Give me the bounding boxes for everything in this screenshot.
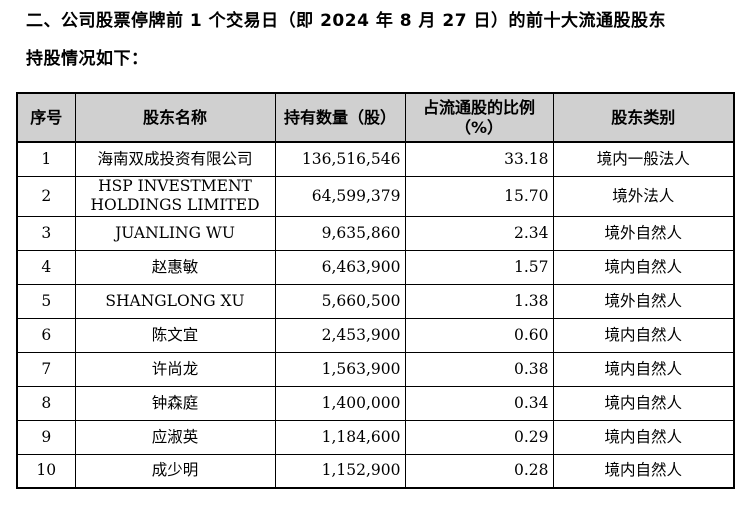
column-header-ratio-line-2: （%） xyxy=(454,117,504,137)
cell-ratio: 0.34 xyxy=(404,385,554,421)
cell-ratio: 2.34 xyxy=(404,215,554,251)
column-header-no: 序号 xyxy=(16,92,76,143)
cell-type: 境外自然人 xyxy=(552,283,735,319)
cell-shares: 2,453,900 xyxy=(274,317,406,353)
cell-shares: 1,563,900 xyxy=(274,351,406,387)
column-header-ratio-line-1: 占流通股的比例 xyxy=(422,97,535,117)
cell-no: 4 xyxy=(16,249,76,285)
cell-name: 赵惠敏 xyxy=(74,249,276,285)
cell-shares: 136,516,546 xyxy=(274,141,406,177)
cell-name: SHANGLONG XU xyxy=(74,283,276,319)
table-row: 10 成少明 1,152,900 0.28 境内自然人 xyxy=(16,453,735,489)
cell-name: 许尚龙 xyxy=(74,351,276,387)
cell-no: 2 xyxy=(16,175,76,217)
cell-ratio: 1.38 xyxy=(404,283,554,319)
cell-no: 6 xyxy=(16,317,76,353)
column-header-shares: 持有数量（股） xyxy=(274,92,406,143)
cell-name-line-1: HSP INVESTMENT xyxy=(98,177,252,195)
cell-name: 海南双成投资有限公司 xyxy=(74,141,276,177)
cell-name: 成少明 xyxy=(74,453,276,489)
cell-name: 陈文宜 xyxy=(74,317,276,353)
cell-ratio: 0.38 xyxy=(404,351,554,387)
cell-type: 境外法人 xyxy=(552,175,735,217)
cell-ratio: 33.18 xyxy=(404,141,554,177)
cell-no: 8 xyxy=(16,385,76,421)
cell-name: 钟森庭 xyxy=(74,385,276,421)
cell-shares: 1,400,000 xyxy=(274,385,406,421)
cell-shares: 1,152,900 xyxy=(274,453,406,489)
table-row: 8 钟森庭 1,400,000 0.34 境内自然人 xyxy=(16,385,735,421)
cell-no: 10 xyxy=(16,453,76,489)
cell-shares: 1,184,600 xyxy=(274,419,406,455)
column-header-type: 股东类别 xyxy=(552,92,735,143)
cell-no: 9 xyxy=(16,419,76,455)
cell-ratio: 0.29 xyxy=(404,419,554,455)
cell-shares: 6,463,900 xyxy=(274,249,406,285)
table-row: 6 陈文宜 2,453,900 0.60 境内自然人 xyxy=(16,317,735,353)
table-row: 3 JUANLING WU 9,635,860 2.34 境外自然人 xyxy=(16,215,735,251)
cell-type: 境外自然人 xyxy=(552,215,735,251)
cell-name: 应淑英 xyxy=(74,419,276,455)
cell-type: 境内自然人 xyxy=(552,249,735,285)
cell-type: 境内自然人 xyxy=(552,351,735,387)
cell-no: 1 xyxy=(16,141,76,177)
cell-type: 境内自然人 xyxy=(552,317,735,353)
cell-type: 境内自然人 xyxy=(552,453,735,489)
table-row: 5 SHANGLONG XU 5,660,500 1.38 境外自然人 xyxy=(16,283,735,319)
table-row: 7 许尚龙 1,563,900 0.38 境内自然人 xyxy=(16,351,735,387)
table-row: 9 应淑英 1,184,600 0.29 境内自然人 xyxy=(16,419,735,455)
cell-shares: 64,599,379 xyxy=(274,175,406,217)
cell-ratio: 0.60 xyxy=(404,317,554,353)
cell-name-line-2: HOLDINGS LIMITED xyxy=(90,196,260,214)
cell-type: 境内自然人 xyxy=(552,419,735,455)
cell-ratio: 15.70 xyxy=(404,175,554,217)
cell-shares: 9,635,860 xyxy=(274,215,406,251)
cell-type: 境内自然人 xyxy=(552,385,735,421)
cell-no: 5 xyxy=(16,283,76,319)
table-row: 4 赵惠敏 6,463,900 1.57 境内自然人 xyxy=(16,249,735,285)
column-header-ratio: 占流通股的比例 （%） xyxy=(404,92,554,143)
cell-no: 3 xyxy=(16,215,76,251)
section-heading-line-1: 二、公司股票停牌前 1 个交易日（即 2024 年 8 月 27 日）的前十大流… xyxy=(26,11,666,31)
cell-shares: 5,660,500 xyxy=(274,283,406,319)
table-header-row: 序号 股东名称 持有数量（股） 占流通股的比例 （%） 股东类别 xyxy=(16,92,735,143)
cell-no: 7 xyxy=(16,351,76,387)
table-row: 1 海南双成投资有限公司 136,516,546 33.18 境内一般法人 xyxy=(16,141,735,177)
column-header-name: 股东名称 xyxy=(74,92,276,143)
section-heading-line-2: 持股情况如下： xyxy=(26,49,149,69)
cell-ratio: 1.57 xyxy=(404,249,554,285)
cell-name: HSP INVESTMENT HOLDINGS LIMITED xyxy=(74,175,276,217)
cell-name: JUANLING WU xyxy=(74,215,276,251)
cell-type: 境内一般法人 xyxy=(552,141,735,177)
top-ten-shareholders-table: 序号 股东名称 持有数量（股） 占流通股的比例 （%） 股东类别 1 海南双成投… xyxy=(16,92,735,489)
table-row: 2 HSP INVESTMENT HOLDINGS LIMITED 64,599… xyxy=(16,175,735,217)
cell-ratio: 0.28 xyxy=(404,453,554,489)
